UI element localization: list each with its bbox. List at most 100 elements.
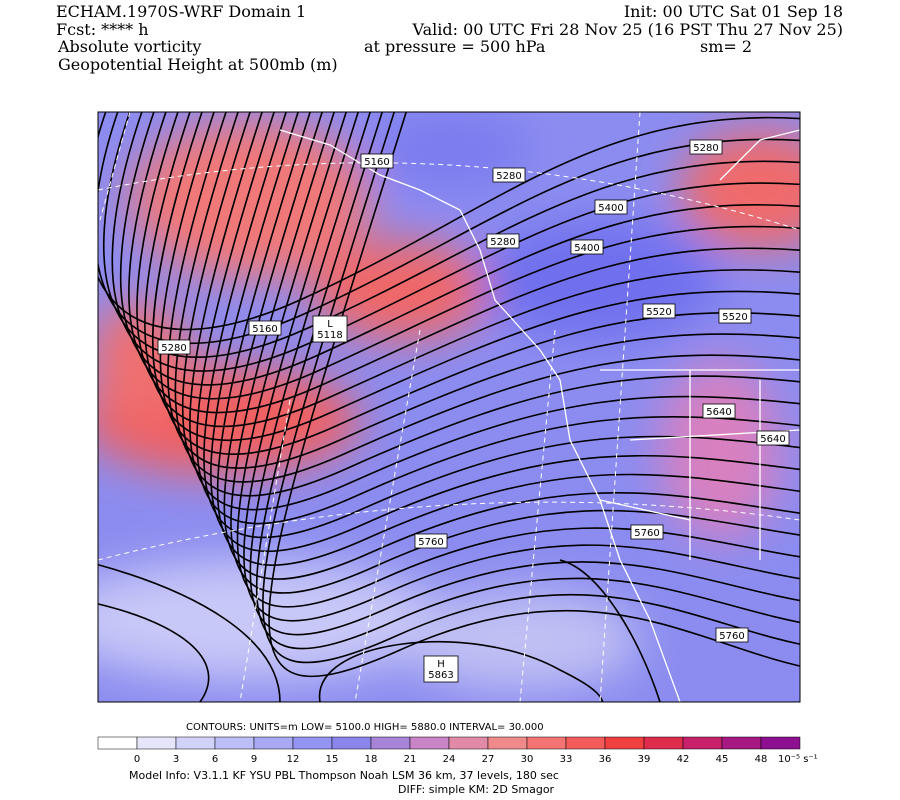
forecast-hour: Fcst: **** h — [56, 20, 149, 39]
contour-label: 5640 — [706, 407, 731, 418]
colorbar-box — [253, 736, 294, 750]
contour-label-box — [157, 339, 191, 355]
colorbar-box — [448, 736, 489, 750]
field-name: Absolute vorticity — [57, 37, 201, 56]
height-contour — [151, 112, 800, 441]
valid-time: Valid: 00 UTC Fri 28 Nov 25 (16 PST Thu … — [412, 20, 843, 39]
height-contour — [98, 603, 210, 702]
colorbar-tick-label: 24 — [443, 754, 456, 765]
contour-info: CONTOURS: UNITS=m LOW= 5100.0 HIGH= 5880… — [186, 722, 544, 733]
contour-label-box — [702, 403, 736, 419]
contour-label: 5280 — [161, 343, 186, 354]
height-contour — [236, 112, 800, 608]
contour-label-box — [630, 524, 664, 540]
height-contour — [174, 112, 800, 483]
contour-label: 5160 — [252, 324, 277, 335]
colorbar-box — [370, 736, 411, 750]
contour-label-box — [756, 430, 790, 446]
colorbar-tick-label: 42 — [677, 754, 690, 765]
colorbar-box — [760, 736, 801, 750]
colorbar-tick-label: 21 — [404, 754, 417, 765]
colorbar-tick-label: 18 — [365, 754, 378, 765]
colorbar-tick-label: 9 — [251, 754, 257, 765]
model-title: ECHAM.1970S-WRF Domain 1 — [56, 2, 306, 21]
height-contour — [268, 112, 800, 678]
high-letter: H — [437, 659, 445, 670]
contour-label: 5520 — [646, 307, 671, 318]
height-contour — [98, 563, 281, 702]
colorbar-box — [409, 736, 450, 750]
colorbar-tick-label: 48 — [755, 754, 768, 765]
contour-label-box — [594, 199, 628, 215]
contour-label-box — [570, 239, 604, 255]
height-contour — [203, 112, 800, 539]
colorbar-units: 10⁻⁵ s⁻¹ — [778, 754, 818, 765]
smoothing: sm= 2 — [700, 37, 752, 56]
height-contour — [210, 112, 800, 553]
contour-label-box — [642, 303, 676, 319]
colorbar-tick-label: 33 — [560, 754, 573, 765]
diff-info: DIFF: simple KM: 2D Smagor — [398, 783, 555, 796]
colorbar-box — [721, 736, 762, 750]
colorbar-tick-label: 12 — [287, 754, 300, 765]
contour-label: 5640 — [760, 434, 785, 445]
height-contour — [181, 112, 800, 497]
colorbar-tick-label: 6 — [212, 754, 218, 765]
contour-label: 5760 — [719, 631, 744, 642]
contour-label: 5400 — [598, 203, 623, 214]
colorbar-box — [682, 736, 723, 750]
colorbar-box — [565, 736, 606, 750]
height-contour — [136, 112, 800, 414]
contour-label-box — [715, 627, 749, 643]
colorbar: 0 3 6 9 12 15 18 21 24 27 30 33 36 39 42 45 48 10⁻⁵ s⁻¹ — [97, 736, 818, 765]
map-area — [98, 112, 800, 702]
height-contour — [196, 112, 800, 525]
contour-label-box — [360, 153, 394, 169]
contour-label: 5760 — [418, 537, 443, 548]
colorbar-box — [175, 736, 216, 750]
contour-label: 5280 — [496, 171, 521, 182]
colorbar-box — [643, 736, 684, 750]
colorbar-tick-label: 15 — [326, 754, 339, 765]
height-contour — [223, 112, 800, 580]
low-box — [312, 315, 348, 343]
height-contour — [102, 112, 800, 358]
contour-label: 5760 — [634, 528, 659, 539]
contour-label: 5280 — [693, 143, 718, 154]
height-contour — [243, 112, 800, 622]
height-contour — [98, 112, 800, 344]
colorbar-tick-label: 27 — [482, 754, 495, 765]
colorbar-box — [97, 736, 138, 750]
colorbar-tick-label: 45 — [716, 754, 729, 765]
height-contour — [249, 112, 800, 636]
height-contour — [559, 559, 661, 702]
colorbar-box — [526, 736, 567, 750]
coastlines — [279, 129, 800, 702]
pressure-level: at pressure = 500 hPa — [364, 37, 546, 56]
height-contour — [167, 112, 800, 469]
low-value: 5118 — [317, 330, 342, 341]
high-value: 5863 — [428, 670, 453, 681]
colorbar-box — [331, 736, 372, 750]
height-contour — [230, 112, 800, 594]
contour-label: 5520 — [722, 312, 747, 323]
height-contour — [111, 112, 800, 372]
colorbar-box — [136, 736, 177, 750]
field-name-2: Geopotential Height at 500mb (m) — [58, 55, 338, 74]
colorbar-box — [292, 736, 333, 750]
model-info: Model Info: V3.1.1 KF YSU PBL Thompson N… — [129, 769, 559, 782]
contour-label: 5280 — [490, 237, 515, 248]
contour-label: 5400 — [574, 243, 599, 254]
colorbar-tick-label: 39 — [638, 754, 651, 765]
contour-label-box — [492, 167, 526, 183]
map-frame — [97, 111, 801, 703]
height-contour — [128, 112, 800, 400]
height-contour — [216, 112, 800, 566]
height-contour — [144, 112, 800, 428]
contour-label-box — [486, 233, 520, 249]
low-letter: L — [327, 319, 333, 330]
height-contour — [262, 112, 800, 664]
height-contour — [189, 112, 800, 511]
graticule — [98, 112, 800, 702]
